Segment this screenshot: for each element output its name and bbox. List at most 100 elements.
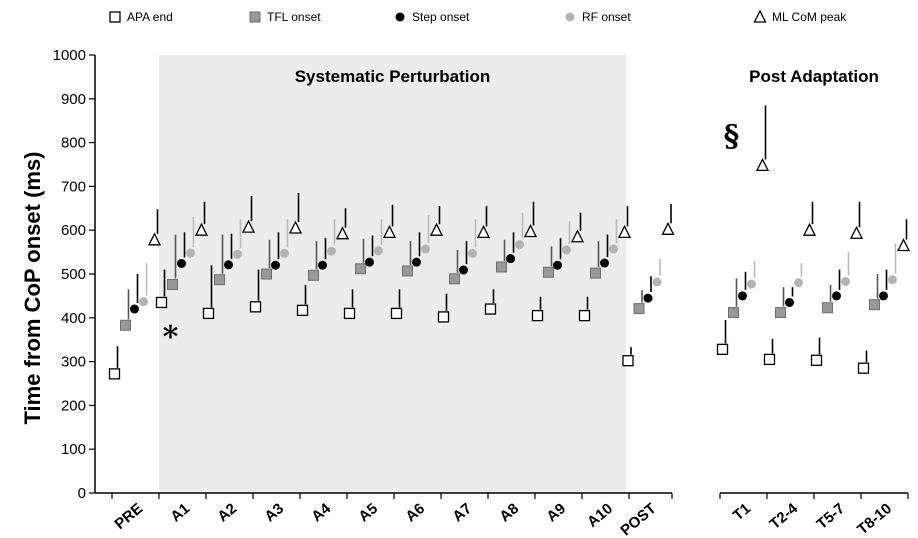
rf-onset-marker <box>139 297 148 307</box>
y-tick-label: 500 <box>61 266 86 283</box>
apa-end-marker <box>249 301 262 313</box>
x-tick-label: POST <box>617 500 659 538</box>
apa-end-marker <box>343 307 356 320</box>
step-onset-marker <box>130 304 139 314</box>
rf-onset-marker <box>609 244 618 254</box>
rf-onset-marker <box>327 246 336 256</box>
apa-end-marker <box>437 311 450 323</box>
x-tick-label: PRE <box>112 500 147 533</box>
y-tick-label: 900 <box>61 91 86 108</box>
tfl-onset-marker <box>496 261 507 273</box>
rf-onset-marker <box>515 240 524 250</box>
step-onset-marker <box>224 260 233 270</box>
y-tick-label: 0 <box>78 485 86 502</box>
x-tick-label: A9 <box>543 500 569 525</box>
tfl-onset-marker <box>167 279 178 291</box>
perturbation-shading <box>159 55 626 493</box>
y-tick-label: 400 <box>61 310 86 327</box>
step-onset-marker <box>643 293 653 303</box>
rf-onset-marker <box>186 248 195 258</box>
legend-label: RF onset <box>582 10 631 24</box>
rf-onset-marker <box>652 277 662 287</box>
tfl-onset-marker <box>775 307 786 319</box>
rf-onset-marker <box>841 276 850 286</box>
ml-com-peak-marker <box>849 225 864 239</box>
tfl-onset-marker <box>822 302 833 314</box>
apa-end-marker <box>296 304 309 317</box>
tfl-onset-marker <box>249 11 261 23</box>
apa-end-marker <box>578 309 591 322</box>
step-onset-marker <box>600 258 609 268</box>
y-tick-label: 600 <box>61 222 86 239</box>
x-tick-label: T8-10 <box>854 500 895 538</box>
step-onset-marker <box>506 254 515 264</box>
ml-com-peak-marker <box>429 222 444 236</box>
apa-end-marker <box>622 355 634 367</box>
rf-onset-marker <box>468 248 477 258</box>
rf-onset-marker <box>888 275 897 285</box>
legend-label: Step onset <box>412 10 470 24</box>
step-onset-marker <box>785 297 794 307</box>
legend-label: ML CoM peak <box>772 10 847 24</box>
tfl-onset-marker <box>633 303 645 315</box>
x-tick-label: A2 <box>214 500 240 525</box>
x-tick-label: T2-4 <box>767 500 802 533</box>
tfl-onset-marker <box>728 307 739 319</box>
y-tick-label: 300 <box>61 354 86 371</box>
x-tick-label: T5-7 <box>814 500 849 533</box>
significance-asterisk: * <box>163 320 179 355</box>
step-onset-marker <box>553 260 562 270</box>
rf-onset-marker <box>562 245 571 255</box>
x-tick-label: A6 <box>402 500 428 525</box>
ml-com-peak-marker <box>288 220 303 234</box>
apa-end-marker <box>484 303 497 315</box>
step-onset-marker <box>395 12 405 22</box>
apa-end-marker <box>763 353 776 366</box>
x-tick-label: A7 <box>449 500 475 525</box>
ml-com-peak-marker <box>147 232 162 246</box>
y-tick-label: 100 <box>61 441 86 458</box>
step-onset-marker <box>271 260 280 270</box>
ml-com-peak-marker <box>476 224 491 239</box>
x-tick-label: A3 <box>261 500 287 525</box>
tfl-onset-marker <box>308 269 319 281</box>
legend-label: TFL onset <box>267 10 321 24</box>
tfl-onset-marker <box>869 299 880 311</box>
apa-end-marker <box>155 296 168 309</box>
tfl-onset-marker <box>543 266 554 278</box>
step-onset-marker <box>879 291 888 301</box>
x-tick-label: A8 <box>496 500 522 525</box>
tfl-onset-marker <box>120 319 131 331</box>
rf-onset-marker <box>421 244 430 254</box>
apa-end-marker <box>109 11 121 23</box>
ml-com-peak-marker <box>241 219 256 233</box>
y-tick-label: 200 <box>61 397 86 414</box>
tfl-onset-marker <box>449 273 460 285</box>
apa-end-marker <box>810 354 823 366</box>
apa-end-marker <box>202 307 215 320</box>
step-onset-marker <box>318 260 327 270</box>
rf-onset-marker <box>374 246 383 256</box>
panel-title-perturbation: Systematic Perturbation <box>295 67 491 86</box>
ml-com-peak-marker <box>382 224 397 239</box>
step-onset-marker <box>177 258 186 268</box>
apa-end-marker <box>857 362 870 374</box>
panel-title-post-adaptation: Post Adaptation <box>749 67 879 86</box>
y-axis-label: Time from CoP onset (ms) <box>20 151 45 424</box>
x-tick-label: A10 <box>584 500 616 531</box>
x-tick-label: T1 <box>730 500 754 524</box>
rf-onset-marker <box>280 248 289 258</box>
step-onset-marker <box>832 291 841 301</box>
ml-com-peak-marker <box>753 9 767 23</box>
apa-end-marker <box>531 309 544 322</box>
ml-com-peak-marker <box>802 222 817 236</box>
ml-com-peak-marker <box>523 224 538 238</box>
rf-onset-marker <box>233 249 242 259</box>
ml-com-peak-marker <box>661 221 675 235</box>
tfl-onset-marker <box>402 265 413 277</box>
step-onset-marker <box>412 257 421 267</box>
x-tick-label: A4 <box>308 500 334 526</box>
x-tick-label: A1 <box>167 500 193 525</box>
step-onset-marker <box>738 291 747 301</box>
